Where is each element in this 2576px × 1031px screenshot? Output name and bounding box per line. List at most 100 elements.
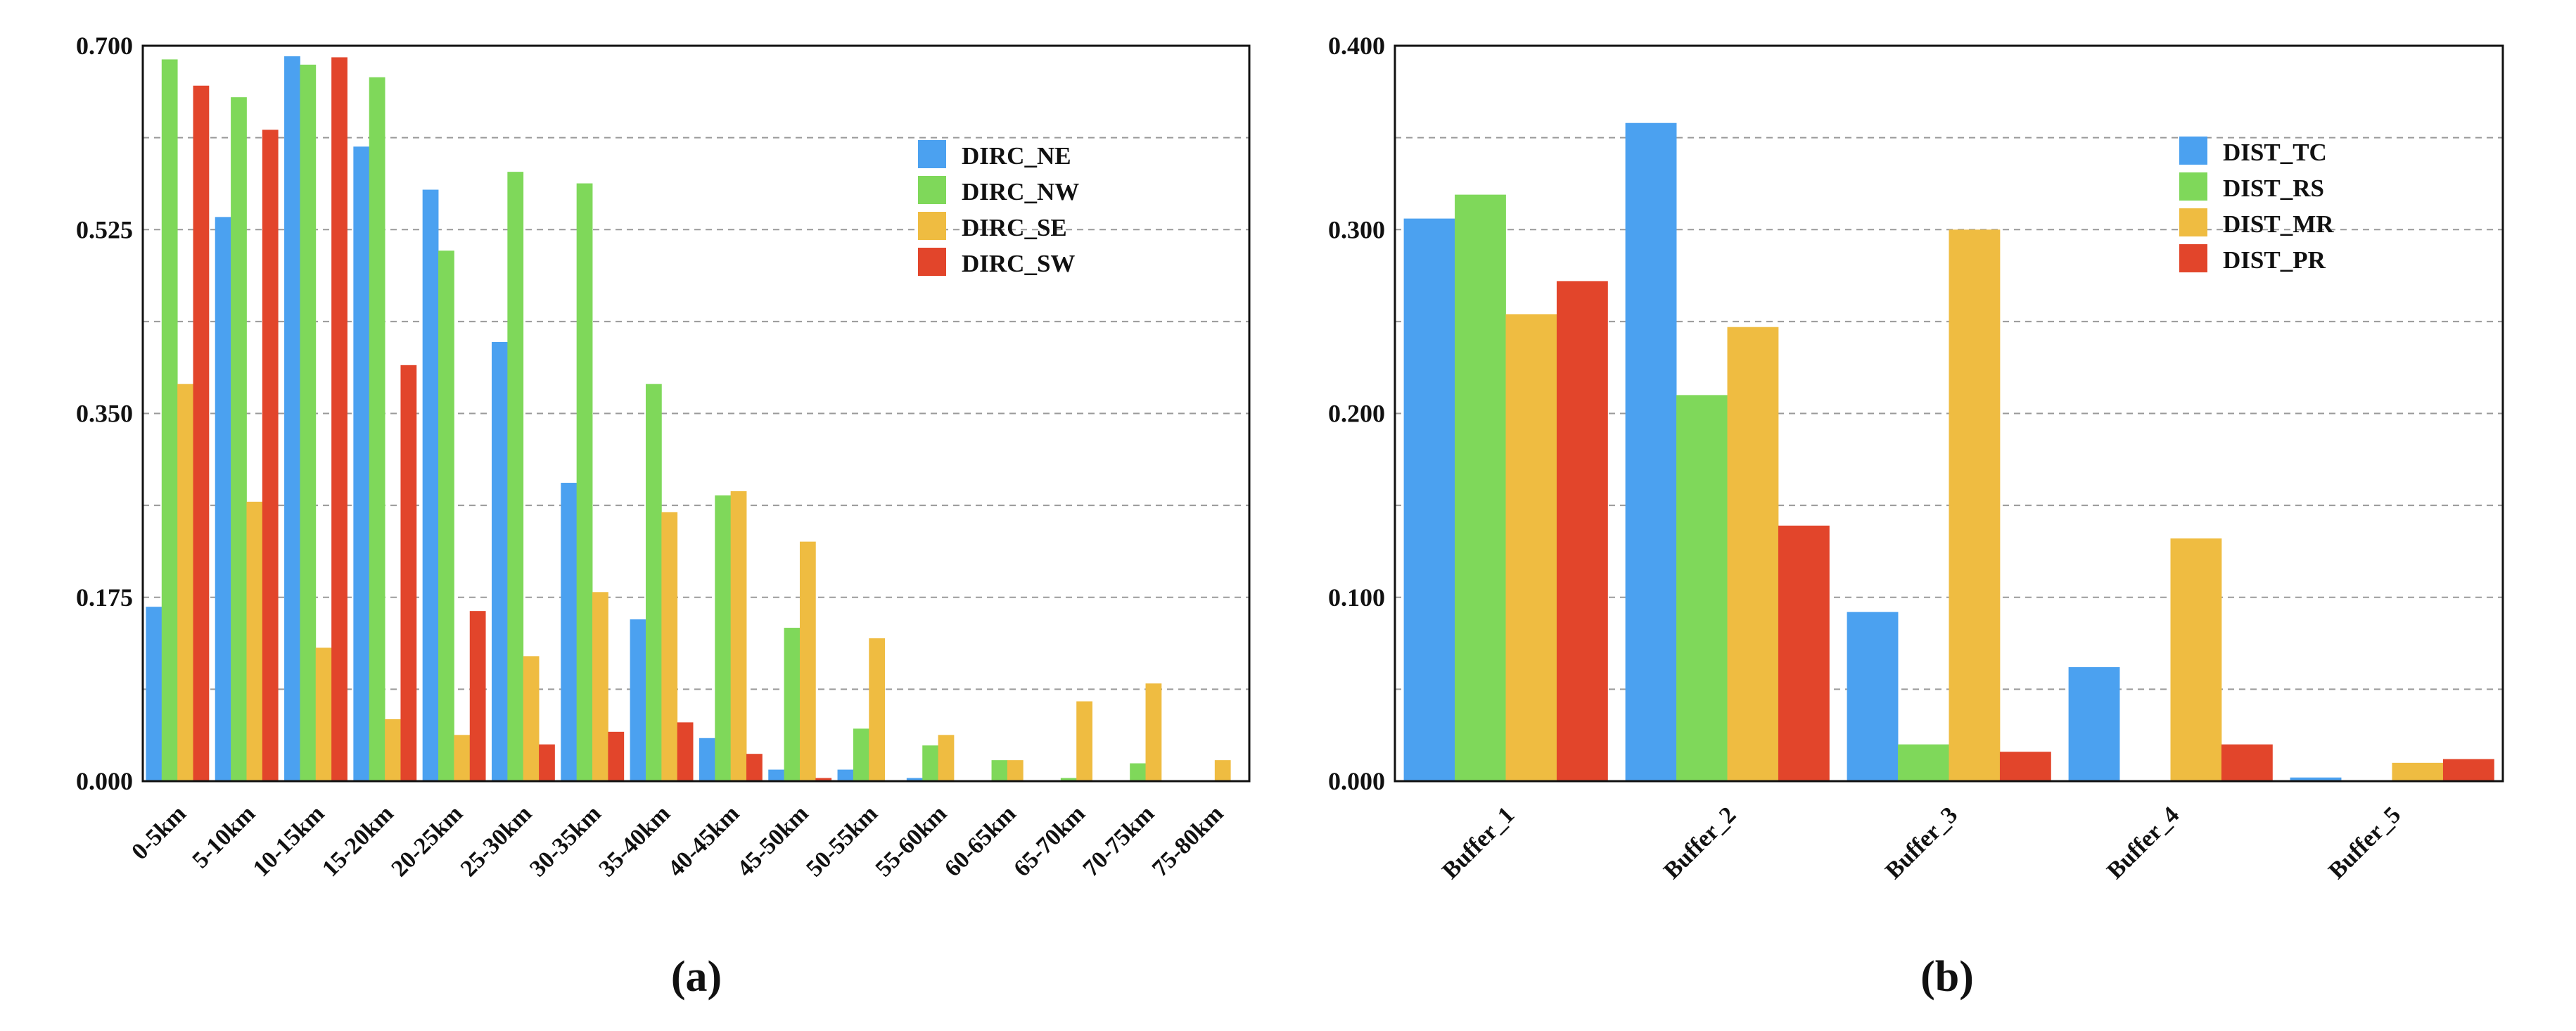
bar-dirc-se-60-65km (1007, 760, 1024, 781)
bar-dirc-se-5-10km (246, 501, 263, 781)
bar-dirc-sw-30-35km (608, 731, 625, 781)
chart-a-x-tick-label: 45-50km (732, 800, 814, 882)
bar-dirc-ne-10-15km (284, 56, 300, 781)
chart-a-x-tick-label: 0-5km (127, 800, 191, 865)
chart-a-x-ticks: 0-5km5-10km10-15km15-20km20-25km25-30km3… (127, 800, 1228, 882)
bar-dist-tc-buffer-4 (2068, 667, 2120, 781)
chart-b-y-tick-label: 0.400 (1328, 32, 1385, 60)
chart-b-x-ticks: Buffer_1 Buffer_2 Buffer_3 Buffer_4 Buffer_5 (1437, 802, 2406, 884)
bar-dist-tc-buffer-3 (1847, 612, 1899, 781)
bar-dirc-nw-45-50km (784, 628, 801, 781)
chart-a-x-tick-label: 70-75km (1078, 800, 1160, 882)
bar-dist-mr-buffer-4 (2170, 538, 2222, 781)
bar-dirc-se-30-35km (592, 592, 608, 781)
legend-label-dirc-ne: DIRC_NE (962, 142, 1071, 170)
bar-dirc-se-75-80km (1214, 760, 1231, 781)
bar-dirc-sw-10-15km (331, 57, 347, 781)
chart-a-bars (146, 56, 1231, 782)
bar-dirc-se-25-30km (523, 656, 540, 781)
bar-dirc-se-15-20km (385, 719, 401, 781)
chart-a-panel-label: (a) (671, 953, 722, 1001)
bar-dist-pr-buffer-2 (1778, 525, 1830, 781)
chart-a-y-tick-label: 0.700 (76, 32, 133, 60)
legend-label-dist-tc: DIST_TC (2223, 139, 2327, 166)
chart-a: 0.000 0.175 0.350 0.525 0.700 0-5km5-10km10-… (76, 32, 1251, 1001)
chart-a-y-tick-label: 0.350 (76, 400, 133, 428)
bar-dist-pr-buffer-3 (1999, 752, 2051, 781)
chart-a-y-tick-label: 0.000 (76, 767, 133, 795)
chart-b-x-tick-label: Buffer_1 (1437, 802, 1519, 884)
chart-a-legend: DIRC_NE DIRC_NW DIRC_SE DIRC_SW (918, 140, 1079, 277)
bar-dirc-nw-40-45km (715, 495, 732, 781)
bar-dirc-se-50-55km (869, 638, 886, 781)
bar-dirc-se-20-25km (454, 735, 471, 781)
legend-swatch-dist-rs (2179, 172, 2207, 201)
chart-b-x-tick-label: Buffer_5 (2323, 802, 2406, 884)
bar-dirc-nw-25-30km (507, 172, 524, 781)
legend-swatch-dist-pr (2179, 244, 2207, 272)
legend-label-dirc-se: DIRC_SE (962, 214, 1067, 241)
bar-dirc-ne-20-25km (422, 189, 439, 781)
chart-a-plot-frame (141, 44, 1251, 783)
legend-swatch-dirc-sw (918, 248, 946, 276)
chart-b-y-tick-label: 0.200 (1328, 400, 1385, 428)
bar-dirc-se-35-40km (661, 512, 678, 781)
bar-dist-tc-buffer-1 (1403, 218, 1455, 782)
bar-dirc-ne-50-55km (837, 769, 854, 781)
bar-dirc-sw-20-25km (469, 611, 486, 781)
bar-dist-rs-buffer-3 (1898, 744, 1949, 781)
bar-dirc-ne-0-5km (146, 607, 162, 781)
chart-b-y-tick-label: 0.000 (1328, 767, 1385, 795)
bar-dist-pr-buffer-5 (2442, 759, 2494, 781)
bar-dirc-nw-50-55km (853, 728, 869, 781)
legend-swatch-dirc-ne (918, 140, 946, 168)
legend-label-dirc-nw: DIRC_NW (962, 178, 1079, 205)
chart-a-x-tick-label: 15-20km (317, 800, 399, 882)
bar-dist-rs-buffer-2 (1676, 395, 1728, 781)
bar-dist-mr-buffer-5 (2392, 762, 2444, 782)
bar-dirc-sw-0-5km (193, 85, 210, 782)
chart-a-x-tick-label: 55-60km (871, 800, 952, 882)
bar-dirc-ne-55-60km (906, 778, 923, 781)
bar-dist-mr-buffer-1 (1505, 314, 1557, 781)
chart-a-x-tick-label: 75-80km (1147, 800, 1229, 882)
chart-a-x-tick-label: 40-45km (663, 800, 745, 882)
bar-dirc-se-45-50km (799, 541, 816, 781)
chart-a-x-tick-label: 60-65km (940, 800, 1021, 882)
legend-label-dirc-sw: DIRC_SW (962, 250, 1075, 277)
bar-dirc-nw-30-35km (576, 183, 593, 781)
bar-dirc-sw-35-40km (677, 722, 694, 781)
bar-dirc-sw-45-50km (815, 778, 832, 781)
bar-dist-pr-buffer-1 (1556, 281, 1608, 781)
bar-dirc-nw-65-70km (1060, 778, 1077, 781)
chart-a-grid (143, 137, 1249, 690)
chart-b-y-tick-label: 0.100 (1328, 583, 1385, 612)
chart-a-x-tick-label: 50-55km (801, 800, 883, 882)
bar-dirc-nw-15-20km (369, 77, 385, 782)
bar-dirc-se-0-5km (177, 384, 193, 781)
bar-dirc-sw-40-45km (746, 754, 763, 781)
chart-b-x-tick-label: Buffer_2 (1659, 802, 1741, 884)
bar-dirc-nw-60-65km (991, 760, 1008, 781)
legend-swatch-dirc-nw (918, 176, 946, 204)
chart-a-x-tick-label: 10-15km (248, 800, 330, 882)
chart-a-x-tick-label: 65-70km (1009, 800, 1090, 882)
bar-dirc-ne-45-50km (768, 769, 785, 781)
bar-dirc-sw-5-10km (262, 129, 279, 781)
legend-swatch-dist-mr (2179, 208, 2207, 236)
bar-dist-pr-buffer-4 (2221, 744, 2273, 781)
bar-dist-mr-buffer-3 (1949, 229, 2001, 781)
bar-dirc-nw-10-15km (300, 64, 317, 782)
chart-a-x-tick-label: 25-30km (456, 800, 537, 882)
bar-dirc-se-55-60km (938, 735, 955, 781)
bar-dirc-ne-5-10km (215, 217, 231, 782)
bar-dirc-ne-15-20km (353, 146, 370, 781)
bar-dist-tc-buffer-2 (1625, 122, 1677, 782)
chart-a-x-tick-label: 30-35km (525, 800, 606, 882)
bar-dirc-se-70-75km (1145, 683, 1162, 781)
chart-b-bars (1403, 122, 2494, 782)
bar-dirc-sw-25-30km (539, 744, 555, 781)
bar-dirc-nw-55-60km (922, 745, 938, 781)
